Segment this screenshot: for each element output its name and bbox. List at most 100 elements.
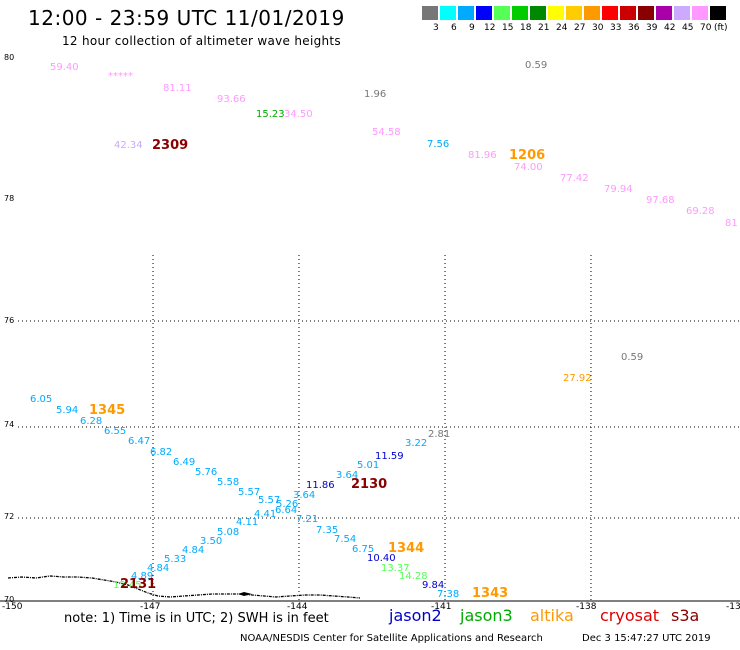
island [238, 592, 252, 596]
legend-label: 42 [664, 23, 676, 33]
wave-height-label: 34.50 [284, 109, 313, 120]
wave-height-label: 81.96 [468, 150, 497, 161]
wave-height-label: 4.84 [182, 545, 204, 556]
wave-height-label: 69.28 [686, 206, 715, 217]
legend-swatch [620, 6, 636, 20]
legend-swatch [440, 6, 456, 20]
longitude-label: -13 [726, 602, 740, 612]
longitude-label: -138 [576, 602, 597, 612]
wave-height-label: 5.57 [238, 487, 260, 498]
legend-label: 15 [502, 23, 514, 33]
legend-label: 24 [556, 23, 568, 33]
legend-swatch [674, 6, 690, 20]
legend-swatch [602, 6, 618, 20]
satellite-name: jason2 [389, 606, 442, 625]
legend-label: 9 [469, 23, 475, 33]
wave-height-label: 93.66 [217, 94, 246, 105]
pass-time-labels: 2309 1206 1345 2130 1344 2131 1343 [89, 138, 545, 601]
longitude-label: -147 [140, 602, 160, 612]
wave-height-label: 97.68 [646, 195, 675, 206]
satellite-name: jason3 [460, 606, 513, 625]
wave-height-label: 11.86 [306, 480, 335, 491]
wave-height-label: 42.34 [114, 140, 143, 151]
wave-height-label: 9.84 [422, 580, 444, 591]
wave-height-label: 59.40 [50, 62, 79, 73]
legend-swatch [512, 6, 528, 20]
legend-label: 45 [682, 23, 694, 33]
timestamp-text: Dec 3 15:47:27 UTC 2019 [582, 633, 711, 644]
wave-height-label: 5.33 [164, 554, 186, 565]
legend-swatch [476, 6, 492, 20]
wave-height-label: 5.58 [217, 477, 239, 488]
legend-swatch [692, 6, 708, 20]
wave-height-label: 14.28 [399, 571, 428, 582]
legend-swatch [494, 6, 510, 20]
latitude-labels: 80 78 76 74 72 70 [4, 53, 14, 604]
wave-height-label: ***** [108, 71, 133, 82]
wave-height-label: 3.64 [336, 470, 358, 481]
wave-height-label: 27.92 [563, 373, 592, 384]
wave-height-label: 6.47 [128, 436, 150, 447]
wave-height-label: 5.26 [276, 499, 298, 510]
legend-label: 12 [484, 23, 496, 33]
wave-height-label: 4.11 [236, 517, 258, 528]
wave-height-label: 4.84 [147, 563, 169, 574]
legend-label: 33 [610, 23, 622, 33]
wave-height-label: 6.28 [80, 416, 102, 427]
wave-height-label: 77.42 [560, 173, 589, 184]
latitude-label: 78 [4, 194, 14, 203]
wave-height-label: 6.49 [173, 457, 195, 468]
wave-height-label: 81.11 [163, 83, 192, 94]
satellite-name: cryosat [600, 606, 660, 625]
wave-height-label: 74.00 [514, 162, 543, 173]
wave-height-label: 7.56 [427, 139, 449, 150]
legend-swatch [422, 6, 438, 20]
wave-height-label: 79.94 [604, 184, 633, 195]
wave-height-label: 11.59 [375, 451, 404, 462]
wave-height-label: 6.75 [352, 544, 374, 555]
legend-label: 21 [538, 23, 550, 33]
wave-height-label: 4.89 [131, 571, 153, 582]
wave-height-label: 5.76 [195, 467, 217, 478]
pass-time-label: 1206 [509, 148, 545, 163]
legend-swatch [548, 6, 564, 20]
wave-height-label: 15.23 [256, 109, 285, 120]
latitude-label: 76 [4, 316, 14, 325]
longitude-labels: -150 -147 -144 -141 -138 -13 [2, 602, 740, 612]
wave-height-label: 4.41 [254, 509, 276, 520]
pass-time-label: 2131 [120, 577, 156, 592]
legend-unit: (ft) [714, 23, 728, 33]
wave-height-label: 13.37 [381, 563, 410, 574]
wave-height-label: 2.81 [428, 429, 450, 440]
wave-height-label: 3.22 [405, 438, 427, 449]
legend-label: 18 [520, 23, 532, 33]
legend-label: 3 [433, 23, 439, 33]
pass-time-label: 1345 [89, 403, 125, 418]
legend-label: 70 [700, 23, 712, 33]
legend-label: 27 [574, 23, 586, 33]
wave-height-label: 81 [725, 218, 738, 229]
wave-height-label: 1.96 [364, 89, 386, 100]
coastline [7, 575, 361, 599]
credit-text: NOAA/NESDIS Center for Satellite Applica… [240, 633, 543, 644]
legend-swatch [710, 6, 726, 20]
wave-height-label: 10.40 [367, 553, 396, 564]
legend-swatch [530, 6, 546, 20]
wave-height-label: 6.82 [150, 447, 172, 458]
page-subtitle: 12 hour collection of altimeter wave hei… [62, 34, 341, 48]
legend-label: 30 [592, 23, 604, 33]
wave-height-label: 0.59 [525, 60, 547, 71]
legend-swatch [656, 6, 672, 20]
pass-time-label: 1343 [472, 586, 508, 601]
wave-height-label: 7.38 [437, 589, 459, 600]
legend-swatch [458, 6, 474, 20]
latitude-label: 72 [4, 512, 14, 521]
legend-swatch [584, 6, 600, 20]
note-text: note: 1) Time is in UTC; 2) SWH is in fe… [64, 611, 329, 626]
wave-height-label: 3.64 [293, 490, 315, 501]
wave-height-label: 6.64 [275, 505, 297, 516]
legend-label: 6 [451, 23, 457, 33]
wave-height-label: 6.55 [104, 426, 126, 437]
page-title: 12:00 - 23:59 UTC 11/01/2019 [28, 6, 345, 30]
